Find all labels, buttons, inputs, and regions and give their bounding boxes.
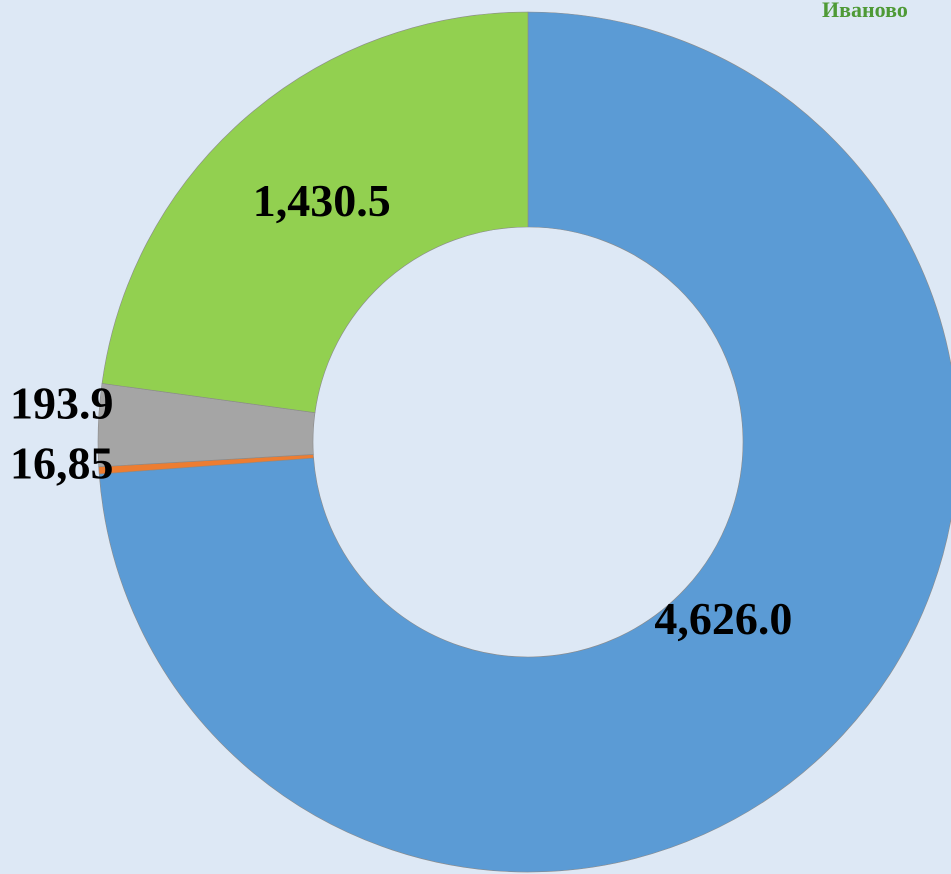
data-label: 193.9 — [10, 378, 114, 429]
data-label: 1,430.5 — [253, 175, 391, 226]
chart-title: Иваново — [822, 0, 908, 22]
data-label: 16,85 — [10, 438, 114, 489]
donut-slice — [101, 11, 529, 414]
data-label: 4,626.0 — [654, 593, 792, 644]
donut-slice — [98, 11, 951, 873]
